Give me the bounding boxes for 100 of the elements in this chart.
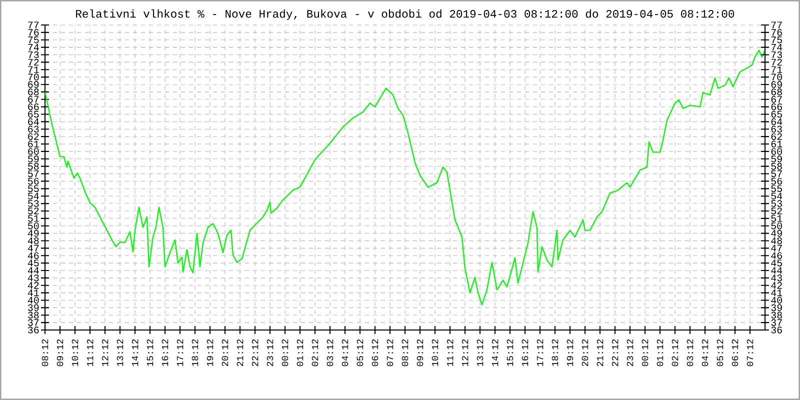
y2-tick-label: 50 <box>28 222 39 230</box>
y-tick-label: 40 <box>771 296 782 304</box>
x-tick-label: 02:12 <box>672 339 678 366</box>
x-tick-label: 08:12 <box>402 339 408 366</box>
y-tick-label: 53 <box>771 200 782 207</box>
y-tick-label: 62 <box>771 133 782 140</box>
y2-tick-label: 48 <box>28 237 39 244</box>
y-tick-label: 75 <box>771 36 782 44</box>
x-tick-label: 23:12 <box>626 339 634 366</box>
y-tick-label: 38 <box>771 312 782 319</box>
y2-tick-label: 68 <box>28 88 39 96</box>
x-tick-label: 18:12 <box>192 339 198 366</box>
y2-tick-label: 61 <box>28 140 39 148</box>
x-tick-label: 23:12 <box>266 339 274 366</box>
y-tick-label: 74 <box>771 44 782 51</box>
y2-tick-label: 59 <box>28 156 39 162</box>
x-tick-label: 18:12 <box>552 339 558 366</box>
x-tick-label: 17:12 <box>536 339 544 366</box>
y2-tick-label: 60 <box>28 148 39 155</box>
x-tick-label: 01:12 <box>656 339 664 366</box>
y2-tick-label: 40 <box>28 296 39 304</box>
y2-tick-label: 70 <box>28 74 39 80</box>
x-tick-label: 19:12 <box>566 339 574 366</box>
y-tick-label: 73 <box>771 51 782 58</box>
y-tick-label: 68 <box>771 88 782 96</box>
y-tick-label: 71 <box>771 66 782 73</box>
y-tick-label: 70 <box>771 74 782 80</box>
y2-tick-label: 36 <box>28 326 39 334</box>
y-tick-label: 46 <box>771 252 782 260</box>
y2-tick-label: 53 <box>28 200 39 207</box>
x-tick-label: 22:12 <box>252 339 258 366</box>
y2-tick-label: 54 <box>28 192 39 200</box>
x-tick-label: 06:12 <box>732 339 738 366</box>
y2-tick-label: 73 <box>28 51 39 58</box>
y2-tick-label: 45 <box>28 260 39 266</box>
y2-tick-label: 42 <box>28 282 39 289</box>
y-tick-label: 39 <box>771 304 782 312</box>
y2-tick-label: 38 <box>28 312 39 319</box>
x-tick-label: 22:12 <box>612 339 618 366</box>
x-tick-label: 07:12 <box>746 339 754 366</box>
y2-tick-label: 72 <box>28 58 39 66</box>
y-tick-label: 51 <box>771 215 782 222</box>
y2-tick-label: 58 <box>28 162 39 170</box>
y2-tick-label: 71 <box>28 66 39 73</box>
y-tick-label: 63 <box>771 126 782 133</box>
x-tick-label: 14:12 <box>132 339 138 366</box>
x-tick-label: 07:12 <box>386 339 394 366</box>
y-tick-label: 57 <box>771 170 782 178</box>
y2-tick-label: 52 <box>28 208 39 214</box>
y-tick-label: 76 <box>771 29 782 36</box>
y2-tick-label: 66 <box>28 103 39 110</box>
y-tick-label: 47 <box>771 244 782 252</box>
y2-tick-label: 43 <box>28 274 39 282</box>
x-tick-label: 14:12 <box>492 339 498 366</box>
x-tick-label: 08:12 <box>42 339 48 366</box>
x-tick-label: 05:12 <box>356 339 364 366</box>
x-tick-label: 20:12 <box>222 339 228 366</box>
x-tick-label: 03:12 <box>686 339 694 366</box>
y-tick-label: 59 <box>771 156 782 162</box>
y2-tick-label: 65 <box>28 110 39 118</box>
y2-tick-label: 62 <box>28 133 39 140</box>
y-tick-label: 42 <box>771 282 782 289</box>
y2-tick-label: 37 <box>28 319 39 326</box>
y-tick-label: 60 <box>771 148 782 155</box>
x-tick-label: 10:12 <box>432 339 438 366</box>
y2-tick-label: 56 <box>28 178 39 185</box>
x-tick-label: 06:12 <box>372 339 378 366</box>
y2-tick-label: 76 <box>28 29 39 36</box>
x-tick-label: 12:12 <box>102 339 108 366</box>
x-tick-label: 03:12 <box>326 339 334 366</box>
y-tick-label: 61 <box>771 140 782 148</box>
y2-tick-label: 74 <box>28 44 39 51</box>
y-tick-label: 37 <box>771 319 782 326</box>
y2-tick-label: 69 <box>28 81 39 88</box>
y2-tick-label: 57 <box>28 170 39 178</box>
x-tick-label: 11:12 <box>86 339 94 366</box>
y-tick-label: 56 <box>771 178 782 185</box>
y2-tick-label: 51 <box>28 215 39 222</box>
x-tick-label: 04:12 <box>342 339 348 366</box>
x-tick-label: 00:12 <box>642 339 648 366</box>
x-tick-label: 15:12 <box>506 339 514 366</box>
y-tick-label: 50 <box>771 222 782 230</box>
y-tick-label: 72 <box>771 58 782 66</box>
y-tick-label: 65 <box>771 110 782 118</box>
x-tick-label: 09:12 <box>56 339 64 366</box>
y2-tick-label: 67 <box>28 96 39 103</box>
y2-tick-label: 55 <box>28 185 39 192</box>
x-tick-label: 09:12 <box>416 339 424 366</box>
y2-tick-label: 47 <box>28 244 39 252</box>
x-tick-label: 19:12 <box>206 339 214 366</box>
x-tick-label: 11:12 <box>446 339 454 366</box>
y2-tick-label: 49 <box>28 230 39 237</box>
y-tick-label: 41 <box>771 290 782 296</box>
y2-tick-label: 75 <box>28 36 39 44</box>
x-tick-label: 12:12 <box>462 339 468 366</box>
y-tick-label: 69 <box>771 81 782 88</box>
x-tick-label: 13:12 <box>116 339 124 366</box>
x-tick-label: 16:12 <box>162 339 168 366</box>
y-tick-label: 48 <box>771 237 782 244</box>
y2-tick-label: 41 <box>28 290 39 296</box>
